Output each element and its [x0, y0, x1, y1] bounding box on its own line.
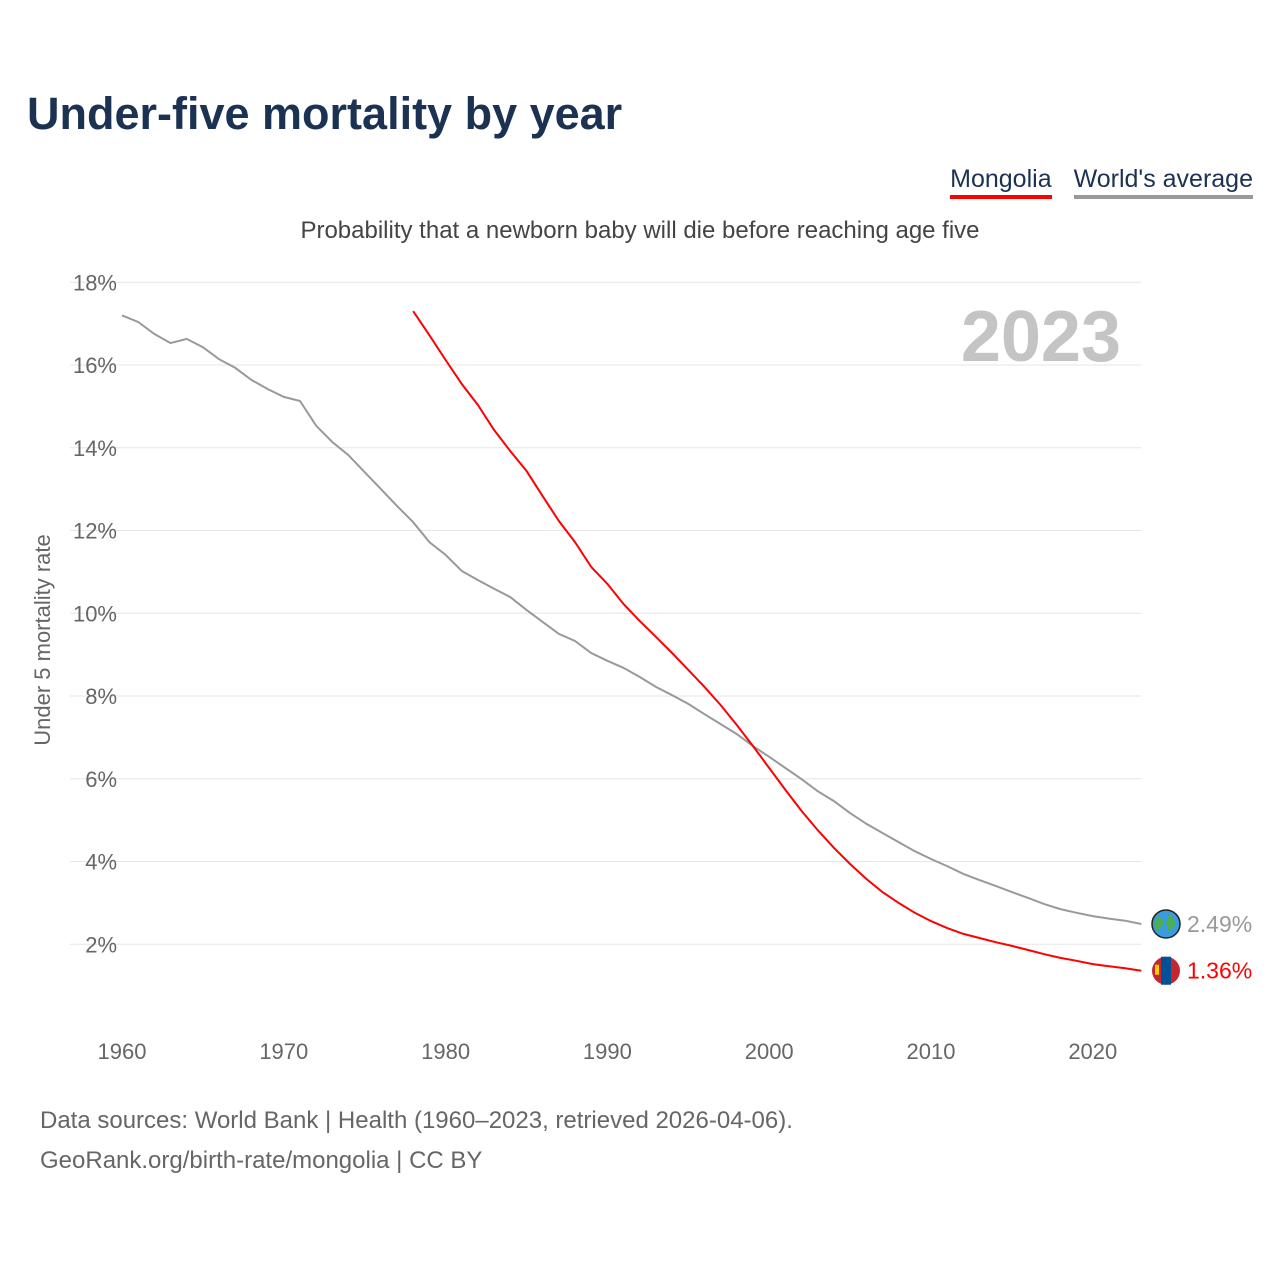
y-tick-label: 6% [85, 767, 117, 792]
y-tick-label: 8% [85, 684, 117, 709]
y-axis-label: Under 5 mortality rate [30, 534, 55, 746]
x-tick-label: 1970 [259, 1039, 308, 1064]
globe-land-icon [1154, 913, 1176, 933]
chart-subtitle: Probability that a newborn baby will die… [300, 217, 980, 244]
end-value-label: 1.36% [1187, 958, 1252, 984]
x-tick-label: 1960 [98, 1039, 147, 1064]
legend-mongolia[interactable]: Mongolia [950, 165, 1052, 199]
mongolia-flag-stripe [1161, 956, 1171, 985]
y-tick-label: 16% [73, 353, 117, 378]
chart-title: Under-five mortality by year [27, 88, 623, 139]
footer-sources: Data sources: World Bank | Health (1960–… [40, 1107, 793, 1134]
x-tick-label: 2020 [1068, 1039, 1117, 1064]
series-line-mongolia [412, 310, 1142, 972]
year-label: 2023 [961, 297, 1121, 377]
x-tick-label: 2000 [745, 1039, 794, 1064]
y-tick-label: 18% [73, 270, 117, 295]
footer-credit: GeoRank.org/birth-rate/mongolia | CC BY [40, 1147, 483, 1174]
x-tick-label: 1990 [583, 1039, 632, 1064]
legend: Mongolia World's average [950, 165, 1253, 199]
y-tick-label: 2% [85, 932, 117, 957]
y-tick-label: 14% [73, 436, 117, 461]
x-tick-label: 1980 [421, 1039, 470, 1064]
y-tick-label: 4% [85, 850, 117, 875]
series-line-world-s-average [121, 314, 1142, 925]
soyombo-icon [1155, 964, 1159, 975]
end-value-label: 2.49% [1187, 911, 1252, 937]
legend-world[interactable]: World's average [1073, 165, 1253, 199]
y-tick-label: 10% [73, 601, 117, 626]
x-tick-label: 2010 [907, 1039, 956, 1064]
y-tick-label: 12% [73, 519, 117, 544]
